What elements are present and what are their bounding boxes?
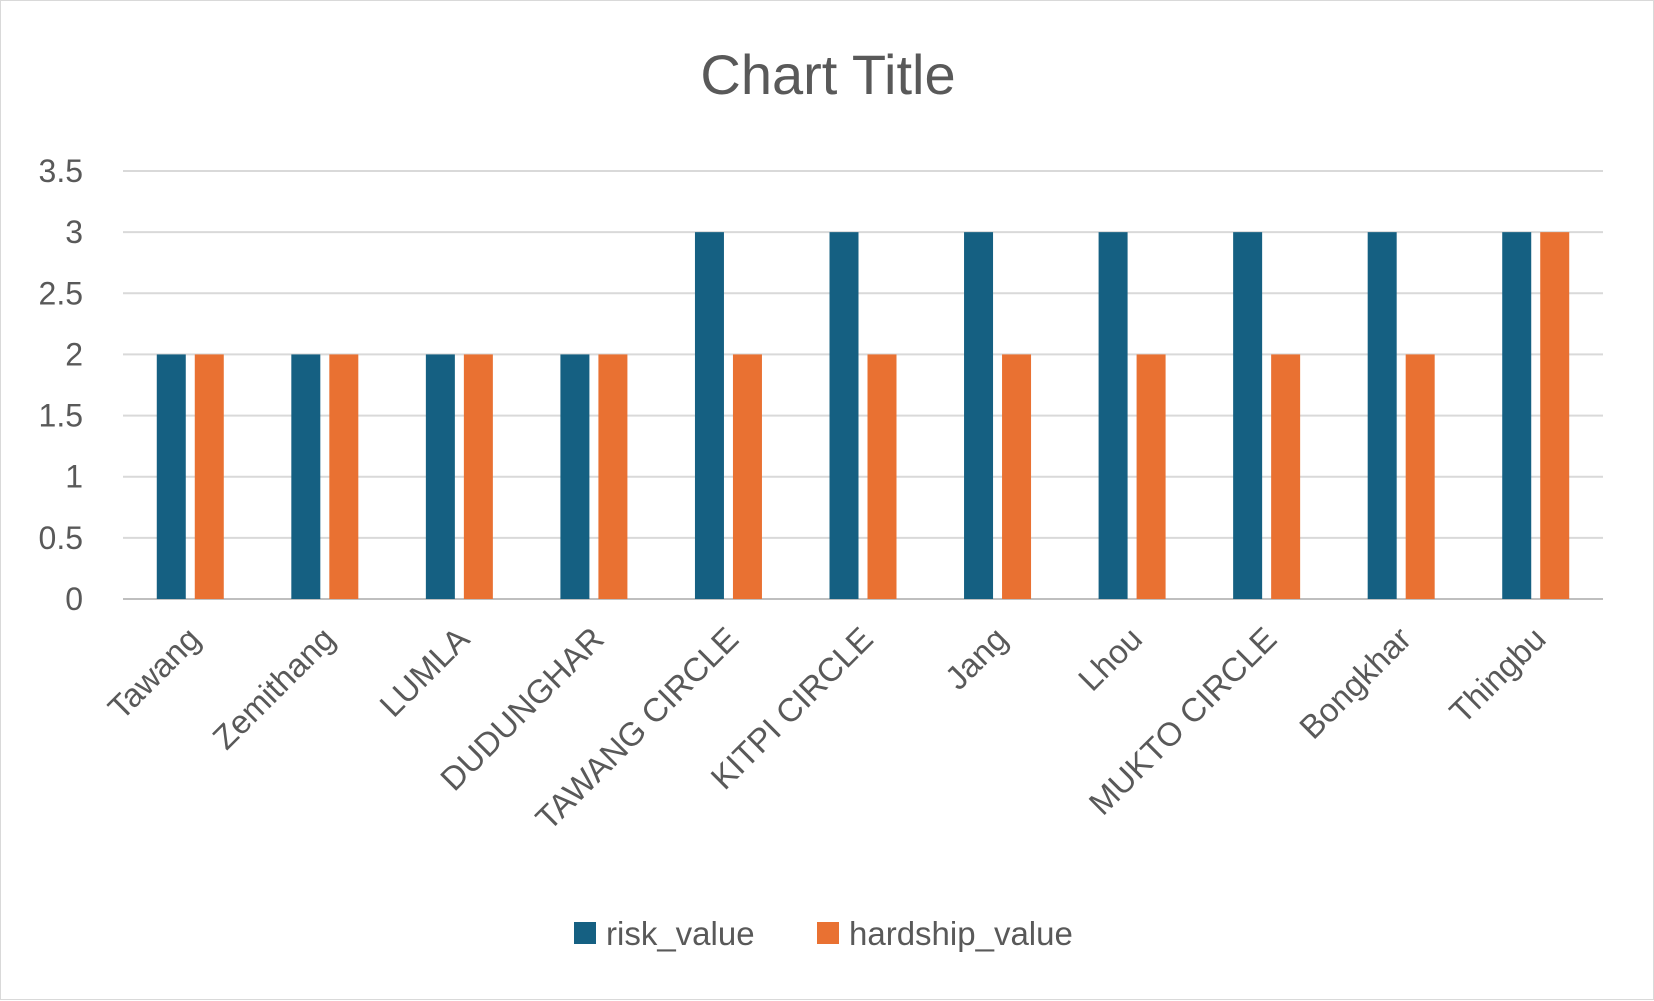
y-tick-label: 3.5 bbox=[39, 153, 83, 189]
x-tick-label: Tawang bbox=[101, 620, 208, 727]
bar-hardship_value bbox=[1136, 354, 1166, 599]
y-tick-label: 0 bbox=[65, 581, 83, 617]
x-tick-label: Lhou bbox=[1071, 620, 1149, 698]
legend-swatch-hardship_value bbox=[817, 922, 839, 944]
bar-risk_value bbox=[694, 232, 724, 599]
bar-risk_value bbox=[829, 232, 859, 599]
legend-swatch-risk_value bbox=[574, 922, 596, 944]
bar-hardship_value bbox=[194, 354, 224, 599]
bar-risk_value bbox=[156, 354, 186, 599]
legend-label: risk_value bbox=[606, 915, 755, 952]
bar-hardship_value bbox=[598, 354, 628, 599]
x-tick-label: LUMLA bbox=[372, 620, 476, 724]
bar-risk_value bbox=[964, 232, 994, 599]
bar-risk_value bbox=[291, 354, 321, 599]
bar-hardship_value bbox=[1540, 232, 1570, 599]
y-tick-label: 1.5 bbox=[39, 398, 83, 434]
bar-risk_value bbox=[1367, 232, 1397, 599]
bar-risk_value bbox=[560, 354, 590, 599]
y-tick-label: 1 bbox=[65, 459, 83, 495]
x-tick-label: Jang bbox=[938, 620, 1015, 697]
bar-hardship_value bbox=[329, 354, 359, 599]
legend: risk_value hardship_value bbox=[574, 915, 1073, 952]
bar-hardship_value bbox=[1271, 354, 1301, 599]
x-tick-label: Thingbu bbox=[1442, 620, 1552, 730]
bar-risk_value bbox=[1502, 232, 1532, 599]
y-tick-label: 2.5 bbox=[39, 275, 83, 311]
x-tick-label: Bongkhar bbox=[1292, 620, 1418, 746]
y-axis-ticks: 0 0.5 1 1.5 2 2.5 3 3.5 bbox=[39, 153, 83, 617]
y-tick-label: 0.5 bbox=[39, 520, 83, 556]
y-tick-label: 2 bbox=[65, 336, 83, 372]
legend-label: hardship_value bbox=[849, 915, 1073, 952]
x-tick-label: Zemithang bbox=[205, 620, 341, 756]
chart-title: Chart Title bbox=[700, 43, 955, 106]
bar-hardship_value bbox=[1002, 354, 1032, 599]
bar-risk_value bbox=[1098, 232, 1128, 599]
bar-hardship_value bbox=[463, 354, 493, 599]
bar-hardship_value bbox=[732, 354, 762, 599]
y-tick-label: 3 bbox=[65, 214, 83, 250]
grid-lines bbox=[123, 170, 1603, 600]
bars bbox=[156, 232, 1570, 599]
bar-hardship_value bbox=[867, 354, 897, 599]
bar-hardship_value bbox=[1405, 354, 1435, 599]
bar-risk_value bbox=[425, 354, 455, 599]
bar-risk_value bbox=[1233, 232, 1263, 599]
